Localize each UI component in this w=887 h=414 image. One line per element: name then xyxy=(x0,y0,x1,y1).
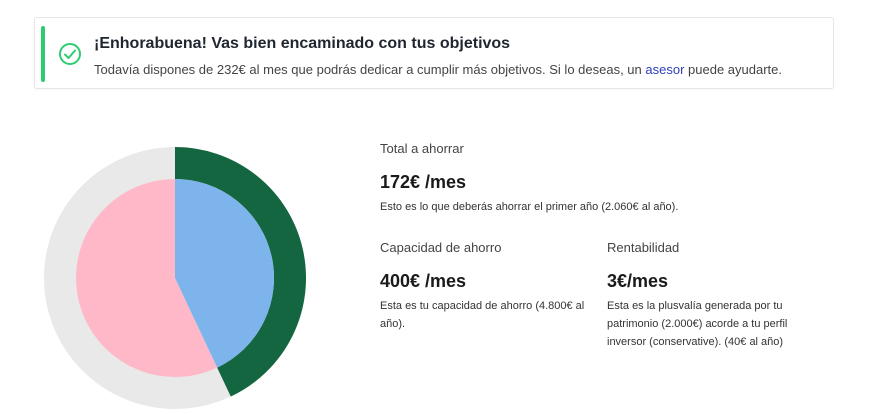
check-circle-icon xyxy=(59,43,81,65)
profit-value: 3€/mes xyxy=(607,271,669,291)
alert-accent-bar xyxy=(41,26,45,82)
profit-description: Esta es la plusvalía generada por tu pat… xyxy=(607,300,788,348)
inner-pie-pink-slice xyxy=(75,179,218,377)
savings-donut-chart xyxy=(44,147,306,409)
capacity-value: 400€ /mes xyxy=(380,271,467,291)
advisor-link[interactable]: asesor xyxy=(645,62,685,77)
capacity-description: Esta es tu capacidad de ahorro (4.800€ a… xyxy=(380,300,585,330)
total-label: Total a ahorrar xyxy=(380,141,464,156)
total-value: 172€ /mes xyxy=(380,172,467,192)
alert-text: Todavía dispones de 232€ al mes que podr… xyxy=(94,62,782,77)
total-description: Esto es lo que deberás ahorrar el primer… xyxy=(380,201,679,213)
outer-ring-filled-arc xyxy=(174,147,306,397)
success-alert: ¡Enhorabuena! Vas bien encaminado con tu… xyxy=(34,17,834,89)
inner-pie-blue-slice xyxy=(175,179,274,368)
profit-label: Rentabilidad xyxy=(607,240,680,255)
capacity-label: Capacidad de ahorro xyxy=(380,240,502,255)
alert-title: ¡Enhorabuena! Vas bien encaminado con tu… xyxy=(94,35,511,52)
